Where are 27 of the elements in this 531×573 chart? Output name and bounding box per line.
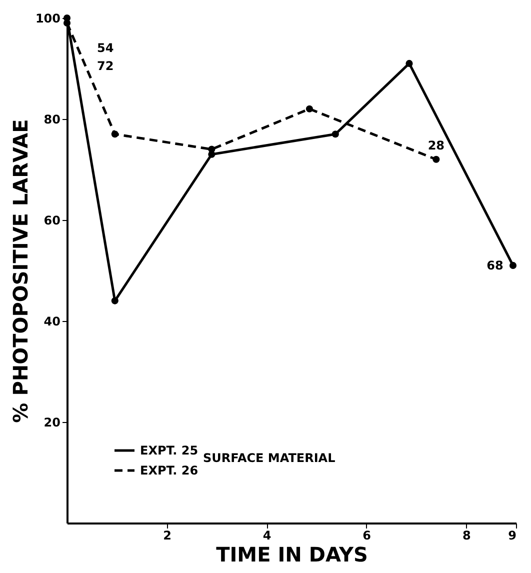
legend-label: EXPT. 26 [140,464,198,478]
point [332,130,339,138]
annotation: 68 [486,258,504,272]
y-tick-label: 80 [44,112,60,126]
y-tick-label: 100 [35,12,60,26]
point [111,297,118,304]
point [509,262,517,269]
legend-title: SURFACE MATERIAL [203,451,336,465]
point [208,146,216,153]
x-axis-title: TIME IN DAYS [216,542,368,566]
annotation: 72 [97,59,114,73]
annotation: 54 [97,41,114,55]
x-tick-label: 6 [362,528,372,542]
x-tick-label: 2 [163,528,172,542]
y-tick-label: 20 [44,416,60,430]
y-tick-label: 40 [44,314,60,328]
y-axis-title: % PHOTOPOSITIVE LARVAE [8,119,32,423]
annotation: 28 [428,138,445,152]
point [432,156,440,163]
point [111,130,118,138]
x-tick-label: 4 [262,528,272,542]
y-tick-label: 60 [44,214,60,228]
point [306,105,313,112]
x-tick-label: 9 [508,528,516,542]
point [406,60,413,67]
x-tick-label: 8 [462,528,471,542]
legend-label: EXPT. 25 [140,444,198,458]
